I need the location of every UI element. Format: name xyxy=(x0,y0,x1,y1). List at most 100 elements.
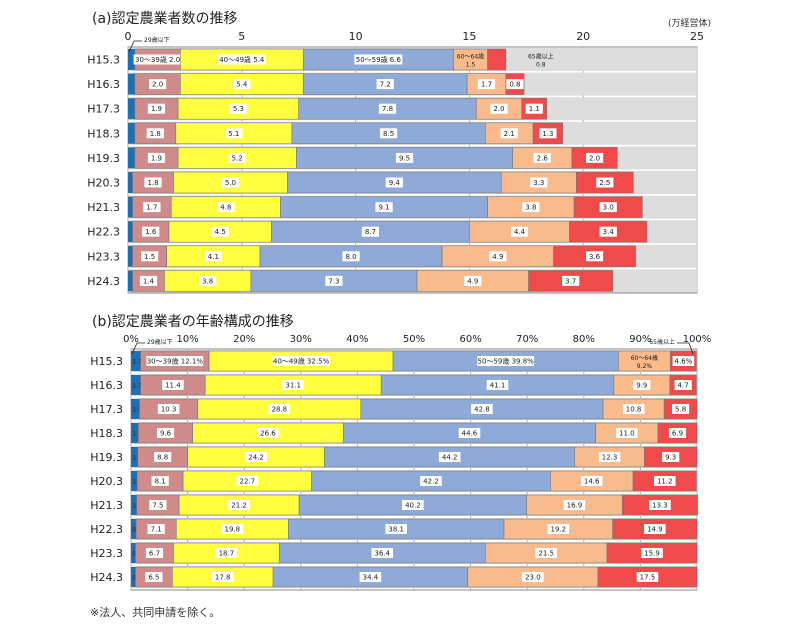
chart-0-value-label: 4.5 xyxy=(215,228,226,236)
chart-0-value-label-box xyxy=(464,275,482,286)
chart-1-value-label: 11.2 xyxy=(657,478,673,486)
chart-1-value-label-box xyxy=(359,572,382,582)
chart-0-value-label: 1.5 xyxy=(144,253,155,261)
chart-0-bar-segment xyxy=(128,147,135,169)
chart-0-tick-label: 15 xyxy=(462,30,476,43)
chart-0-value-label-box xyxy=(599,202,617,213)
chart-0-value-label-box xyxy=(147,103,166,114)
chart-1-bar-segment xyxy=(131,447,138,467)
chart-1-value-label-box xyxy=(228,500,250,510)
chart-0-series-label: 60～64歳 xyxy=(457,53,484,61)
chart-1-tick-label: 40% xyxy=(346,334,368,345)
chart-1-value-label-box xyxy=(641,548,663,558)
chart-1-category-label: H22.3 xyxy=(90,523,123,536)
chart-1-value-label-box xyxy=(211,572,234,582)
chart-0-value-label-box xyxy=(142,226,160,237)
chart-1-value-label: 8.1 xyxy=(155,478,166,486)
chart-0-bar-segment xyxy=(128,122,135,144)
chart-1-value-label-box xyxy=(622,404,645,414)
chart-0-value-label: 2.0 xyxy=(589,154,600,162)
chart-1-value-label: 14.9 xyxy=(647,526,663,534)
chart-1-value-label-box xyxy=(371,548,394,558)
chart-1-value-label-box xyxy=(145,572,163,582)
chart-0-value-label: 1.6 xyxy=(145,228,157,236)
chart-1-series-label: 29歳以下 xyxy=(147,338,173,346)
chart-0-value-label-box xyxy=(228,152,246,163)
chart-0-value-label-box xyxy=(354,54,403,65)
chart-0-value-label: 4.9 xyxy=(492,253,503,261)
chart-1-value-label: 15.9 xyxy=(644,550,660,558)
chart-1-value-label-box xyxy=(547,524,570,534)
chart-0-value-label: 4.9 xyxy=(467,277,478,285)
chart-0-value-label-box xyxy=(380,128,398,139)
chart-1-tick-label: 30% xyxy=(290,334,312,345)
chart-1-value-label-box xyxy=(477,356,535,366)
chart-1-value-label: 4.7 xyxy=(678,382,689,390)
chart-1-callout-line xyxy=(131,342,145,355)
chart-1-bar-segment xyxy=(131,543,136,563)
chart-0-value-label: 9.1 xyxy=(378,204,389,212)
chart-0-value-label-box xyxy=(139,275,158,286)
chart-1-value-label: 6.7 xyxy=(149,550,160,558)
chart-1-bar-segment xyxy=(131,375,141,395)
chart-1-value-label-box xyxy=(385,524,407,534)
chart-0-tick-label: 25 xyxy=(690,30,704,43)
chart-0-value-label-box xyxy=(395,152,414,163)
chart-1-value-label-box xyxy=(522,572,544,582)
chart-0-value-label: 4.1 xyxy=(208,253,219,261)
chart-1-value-label-box xyxy=(672,356,695,366)
chart-1-value-label-box xyxy=(149,500,167,510)
chart-0-value-label-box xyxy=(229,103,247,114)
chart-1-value-label: 30～39歳 12.1% xyxy=(147,357,204,366)
chart-1-value-label-box xyxy=(156,428,175,438)
chart-0-value-label: 2.5 xyxy=(599,179,610,187)
chart-1-value-label: 6.5 xyxy=(148,574,159,582)
chart-1-tick-label: 10% xyxy=(176,334,198,345)
chart-1-callout-line xyxy=(677,342,694,355)
chart-0-value-label: 2.0 xyxy=(152,81,163,89)
chart-0-value-label: 3.8 xyxy=(202,277,213,285)
chart-1-category-label: H21.3 xyxy=(90,499,123,512)
chart-1-value-label-box xyxy=(598,452,621,462)
chart-0-value-label: 50～59歳 6.6 xyxy=(356,55,402,64)
chart-1-value-label: 40.2 xyxy=(405,502,421,510)
chart-1-value-label: 13.3 xyxy=(652,502,668,510)
chart-1-value-label-box xyxy=(671,404,690,414)
chart-0-value-label: 1.4 xyxy=(143,277,155,285)
chart-0-value-label-box xyxy=(133,54,182,65)
chart-1-value-label: 14.6 xyxy=(584,478,600,486)
chart-0-value-label: 9.5 xyxy=(399,154,410,162)
chart-1-value-label: 7.5 xyxy=(152,502,163,510)
chart-0-value-label: 3.3 xyxy=(533,179,544,187)
chart-0-value-label-box xyxy=(530,177,548,188)
chart-0-category-label: H23.3 xyxy=(87,250,120,263)
chart-1-value-label: 19.8 xyxy=(225,526,241,534)
chart-0-value-label-box xyxy=(477,79,496,90)
chart-1-value-label-box xyxy=(154,452,172,462)
chart-0-value-label-box xyxy=(217,202,235,213)
chart-0-value-label-box xyxy=(221,177,240,188)
chart-1-value-label-box xyxy=(215,548,238,558)
chart-0-bar-segment xyxy=(128,221,133,243)
chart-0-bar-segment xyxy=(128,196,133,218)
chart-1-value-label-box xyxy=(644,524,666,534)
chart-1-value-label: 31.1 xyxy=(285,382,301,390)
chart-0-value-label-box xyxy=(361,226,379,237)
chart-0-category-label: H21.3 xyxy=(87,201,120,214)
chart-1-bar-segment xyxy=(131,423,139,443)
chart-b-title: (b)認定農業者の年齢構成の推移 xyxy=(92,314,294,330)
chart-0-value-label-box xyxy=(141,251,159,262)
chart-0-value-label: 1.7 xyxy=(481,81,492,89)
chart-1-value-label-box xyxy=(458,428,481,438)
chart-1-tick-label: 20% xyxy=(233,334,255,345)
chart-1-value-label: 50～59歳 39.8% xyxy=(478,357,535,366)
chart-1-bar-segment xyxy=(131,399,140,419)
chart-0-value-label-box xyxy=(489,251,507,262)
chart-1-value-label: 17.5 xyxy=(640,574,656,582)
chart-1-value-label-box xyxy=(471,404,493,414)
chart-0-value-label: 3.8 xyxy=(525,204,536,212)
chart-1-value-label: 44.2 xyxy=(442,454,458,462)
chart-0-value-label-box xyxy=(147,152,166,163)
chart-0-series-label: 65歳以上 xyxy=(528,53,554,61)
